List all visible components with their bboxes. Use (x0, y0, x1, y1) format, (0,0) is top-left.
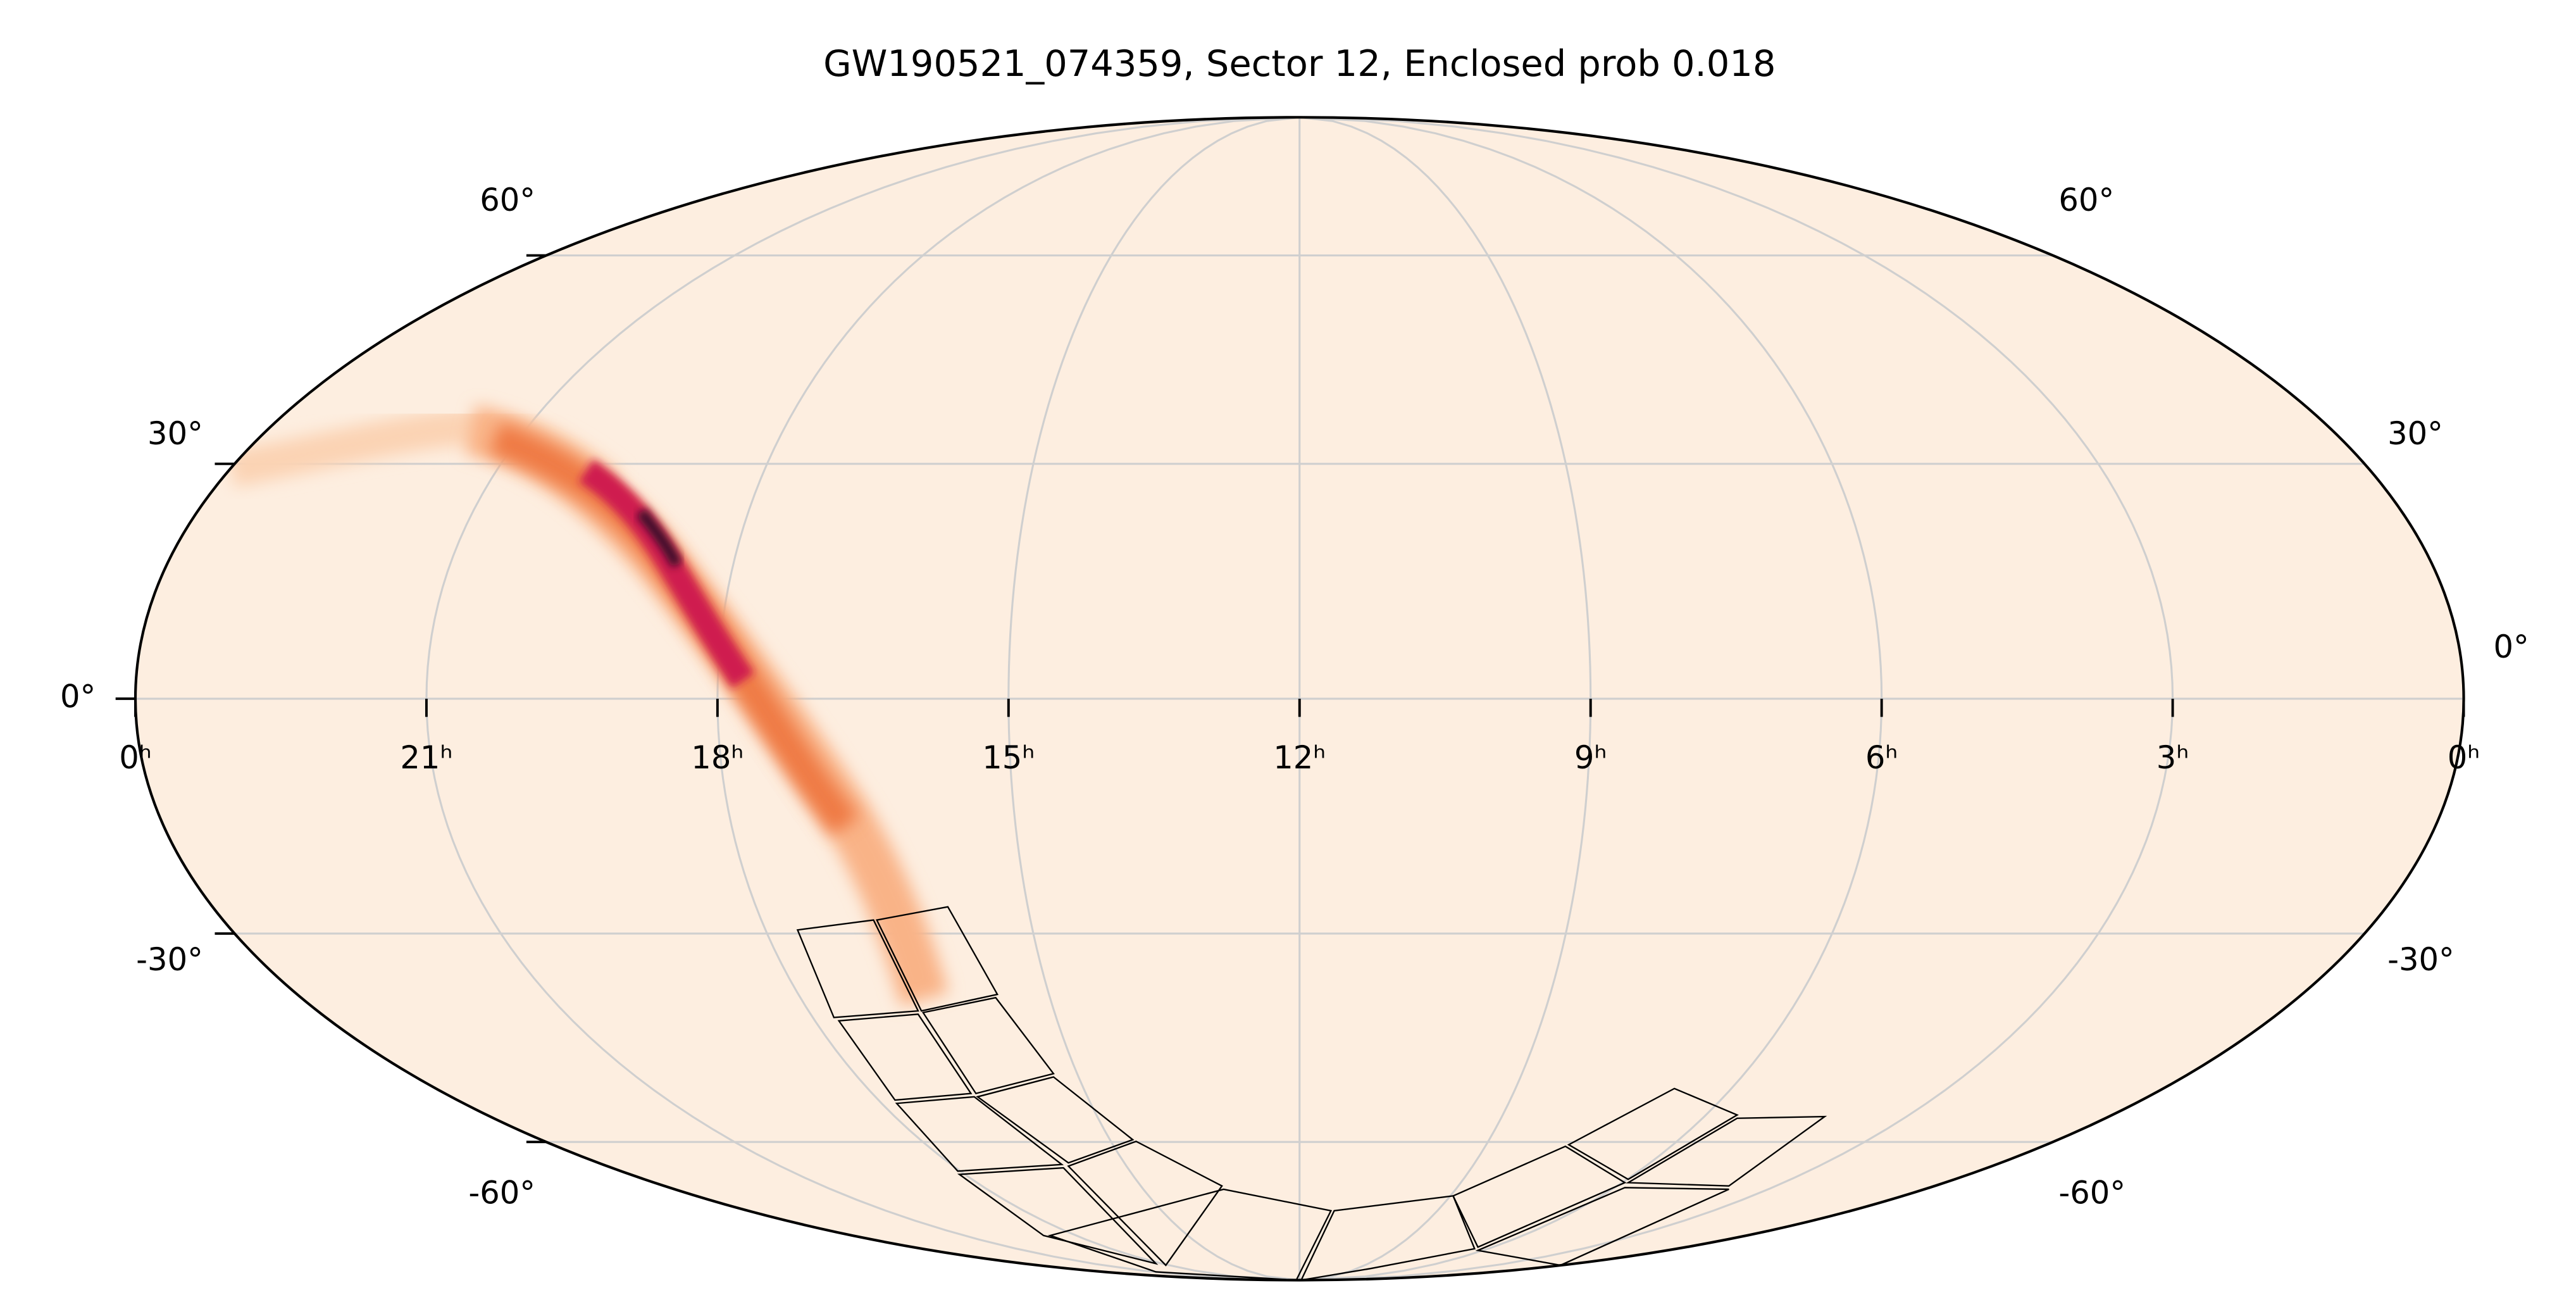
y-tick-label-left: -60° (468, 1175, 535, 1211)
x-tick-label: 21ʰ (400, 739, 452, 776)
y-tick-label-left: 30° (147, 415, 203, 452)
y-tick-label-right: 0° (2494, 629, 2529, 665)
ccd (1047, 1188, 1333, 1280)
x-tick-label: 0ʰ (119, 739, 152, 776)
ccd (895, 1096, 1064, 1172)
ccd (796, 919, 919, 1018)
y-tick-label-right: -60° (2058, 1175, 2125, 1211)
x-tick-label: 9ʰ (1574, 739, 1607, 776)
ccd (1626, 1115, 1827, 1187)
ccd (1067, 1140, 1223, 1267)
y-tick-label-left: 0° (60, 678, 96, 715)
ccd (875, 906, 999, 1012)
x-tick-label: 0ʰ (2448, 739, 2480, 776)
ccd (921, 996, 1055, 1094)
ccd (1567, 1087, 1739, 1180)
ccd (1452, 1145, 1627, 1248)
x-tick-label: 3ʰ (2156, 739, 2189, 776)
ccd (976, 1076, 1135, 1164)
x-tick-label: 12ʰ (1273, 739, 1326, 776)
ccd (1475, 1187, 1729, 1267)
y-tick-label-right: 60° (2058, 182, 2114, 218)
probability-map (228, 405, 949, 1006)
y-tick-label-right: -30° (2387, 941, 2455, 978)
x-tick-label: 6ʰ (1865, 739, 1898, 776)
x-tick-label: 15ʰ (982, 739, 1035, 776)
chart-title: GW190521_074359, Sector 12, Enclosed pro… (823, 42, 1776, 85)
ccd (1300, 1195, 1476, 1280)
ccd (957, 1167, 1159, 1265)
y-tick-label-right: 30° (2387, 415, 2443, 452)
prob-peak (636, 508, 683, 568)
y-tick-label-left: 60° (480, 182, 535, 218)
x-tick-label: 18ʰ (691, 739, 744, 776)
y-tick-label-left: -30° (136, 941, 203, 978)
ccd (837, 1013, 973, 1101)
sector-footprint (796, 906, 1827, 1280)
